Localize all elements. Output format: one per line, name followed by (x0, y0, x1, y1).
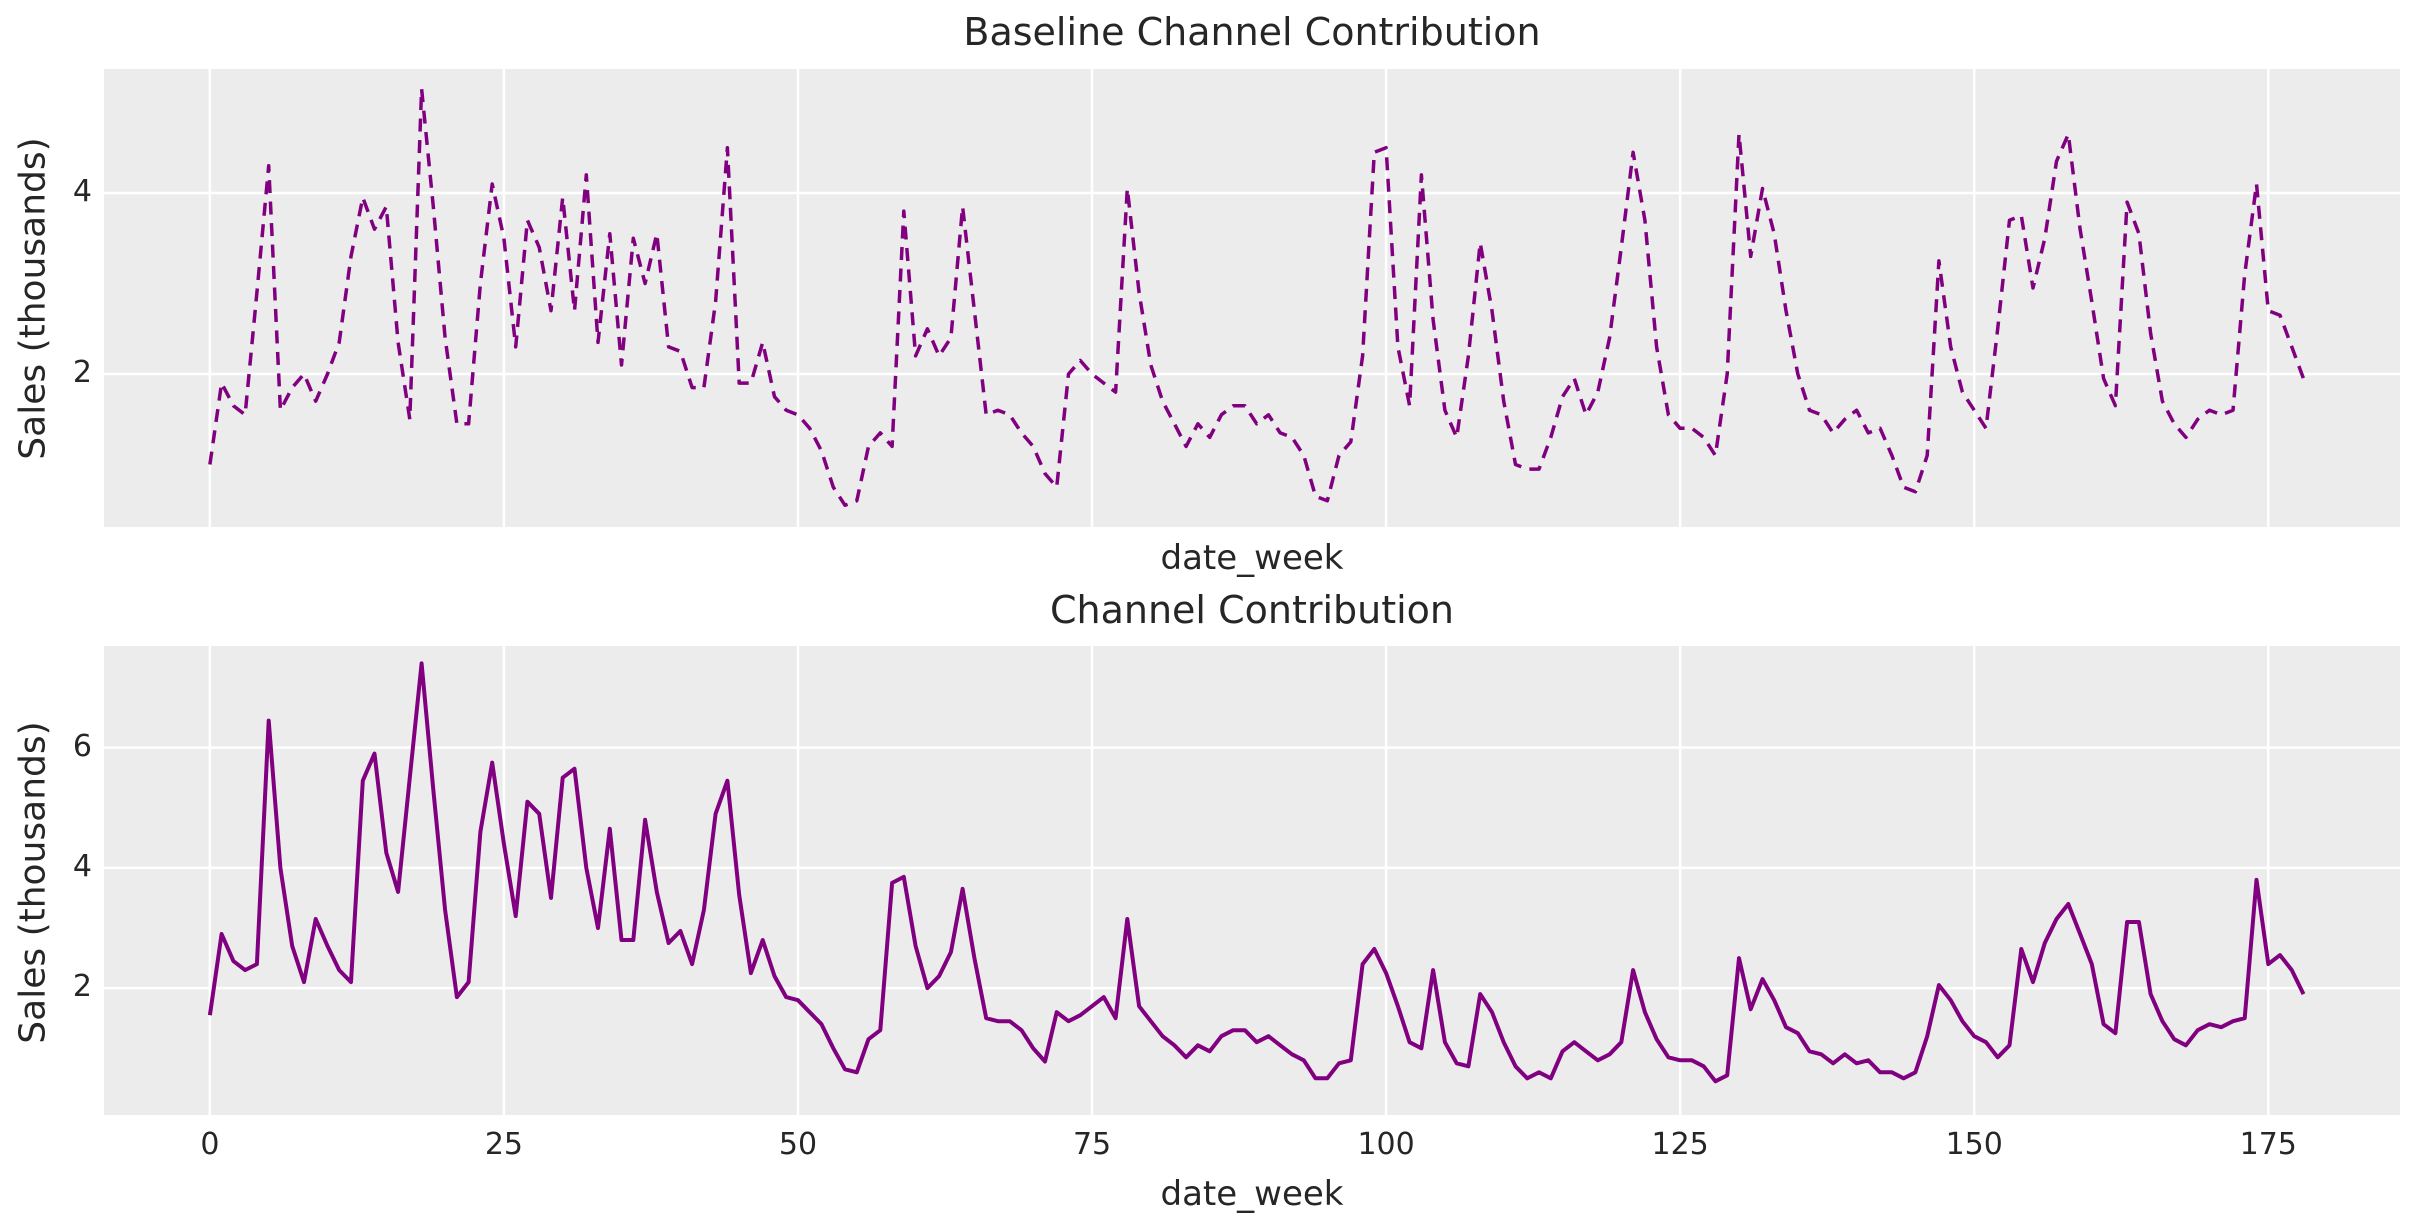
baseline-channel-contribution-line (208, 87, 2306, 508)
x-tick-label: 125 (1651, 1127, 1709, 1162)
y-tick-label: 4 (72, 174, 92, 209)
channel-contribution-line (207, 661, 2306, 1084)
x-tick-label: 75 (1072, 1127, 1112, 1162)
baseline-x-axis-label: date_week (1160, 538, 1344, 578)
x-tick-label: 0 (200, 1127, 220, 1162)
axes-background (104, 69, 2400, 527)
x-tick-label: 175 (2239, 1127, 2297, 1162)
x-tick-label: 25 (484, 1127, 523, 1162)
y-tick-label: 2 (72, 355, 92, 391)
x-tick-label: 100 (1357, 1127, 1415, 1162)
baseline-channel-contribution-plot (104, 69, 2400, 527)
y-tick-label: 4 (72, 848, 92, 884)
baseline-chart-title: Baseline Channel Contribution (963, 10, 1541, 54)
axes-background (104, 646, 2400, 1115)
y-tick-label: 2 (72, 969, 92, 1005)
channel-x-axis-label: date_week (1160, 1174, 1344, 1214)
channel-contribution-plot (104, 646, 2400, 1115)
x-tick-label: 150 (1945, 1127, 2003, 1162)
y-tick-label: 6 (72, 728, 92, 764)
x-tick-label: 50 (778, 1127, 818, 1162)
baseline-y-axis-label: Sales (thousands) (12, 137, 54, 460)
channel-chart-title: Channel Contribution (1049, 588, 1455, 632)
